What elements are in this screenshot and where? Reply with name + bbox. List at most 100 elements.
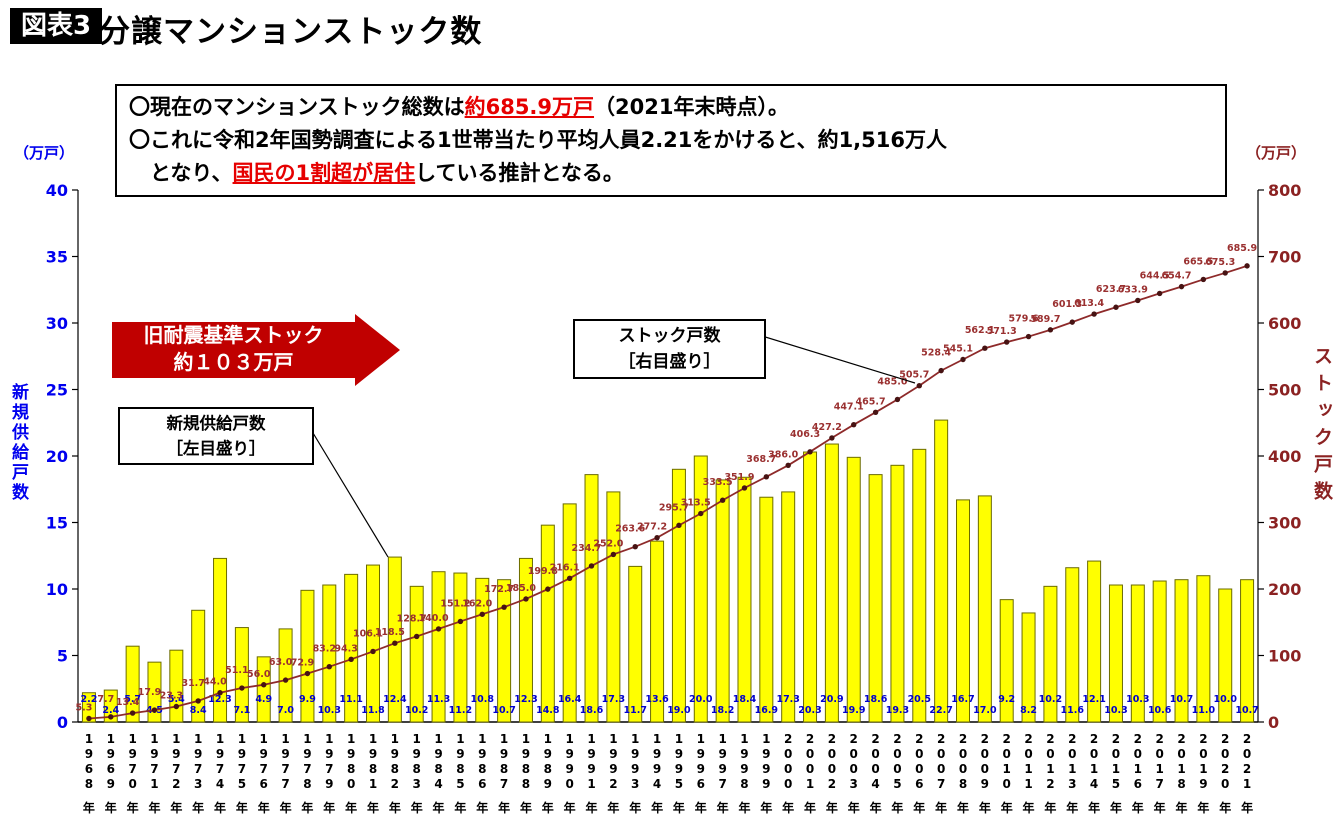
stock-marker — [173, 703, 180, 710]
supply-bar-label: 10.0 — [1213, 694, 1237, 705]
stock-marker — [261, 682, 267, 688]
stock-marker — [1244, 263, 1250, 269]
supply-bar-label: 18.2 — [711, 705, 734, 716]
stock-line-markers — [86, 263, 1250, 722]
stock-marker — [894, 396, 901, 403]
summary-line-1: 〇現在のマンションストック総数は約685.9万戸（2021年末時点）。 — [129, 91, 1213, 124]
supply-callout: 新規供給戸数 ［左目盛り］ — [118, 407, 314, 465]
stock-line-label: 406.3 — [790, 429, 820, 440]
supply-bar-label: 4.9 — [255, 694, 272, 705]
stock-line-label: 665.5 — [1183, 256, 1213, 267]
supply-bar — [103, 689, 118, 723]
stock-marker — [741, 485, 748, 491]
stock-line-label: 427.2 — [812, 422, 842, 433]
supply-bar-label: 10.8 — [471, 694, 495, 705]
supply-bar-label: 11.0 — [1192, 705, 1216, 716]
supply-bar-label: 2.2 — [81, 694, 98, 705]
summary-box: 〇現在のマンションストック総数は約685.9万戸（2021年末時点）。 〇これに… — [115, 84, 1227, 197]
stock-marker — [829, 435, 835, 441]
supply-bar — [234, 627, 249, 723]
stock-line-label: 333.5 — [703, 477, 733, 488]
stock-marker — [86, 715, 92, 722]
stock-line-label: 72.9 — [291, 658, 314, 669]
stock-line-label: 277.2 — [637, 522, 667, 533]
supply-bar-label: 10.7 — [1170, 694, 1193, 705]
stock-line-label: 295.7 — [659, 502, 689, 513]
supply-bar-label: 8.4 — [190, 705, 207, 716]
stock-line-label: 368.7 — [746, 454, 776, 465]
stock-line-label: 106.1 — [353, 628, 383, 639]
stock-marker — [632, 544, 638, 550]
stock-marker — [960, 356, 966, 363]
supply-bar — [169, 649, 184, 723]
supply-bar — [1065, 567, 1080, 723]
stock-marker — [982, 345, 988, 351]
supply-bar — [912, 448, 927, 723]
supply-bar — [147, 661, 162, 723]
stock-marker — [435, 626, 442, 632]
summary-line1-prefix: 〇現在のマンションストック総数は — [129, 95, 465, 119]
left-tick-label: 15 — [46, 514, 68, 533]
stock-marker — [785, 462, 791, 469]
supply-bar-label: 5.7 — [124, 694, 141, 705]
supply-bar — [759, 496, 774, 723]
stock-line-label: 44.0 — [203, 677, 227, 688]
stock-line-label: 263.6 — [615, 524, 645, 535]
supply-bar-label: 11.7 — [623, 705, 646, 716]
supply-bar-label: 12.3 — [514, 694, 537, 705]
stock-line-label: 234.7 — [571, 543, 601, 554]
supply-bar-label: 22.7 — [929, 705, 952, 716]
supply-bar-label: 10.7 — [492, 705, 515, 716]
supply-bar — [562, 503, 577, 723]
stock-line-label: 528.4 — [921, 348, 951, 359]
stock-marker — [1200, 276, 1207, 283]
supply-bar-label: 20.0 — [689, 694, 713, 705]
stock-line-labels: 5.3 7.7 13.417.923.3 31.744.051.156.063.072… — [76, 243, 1258, 714]
supply-bar-label: 8.2 — [1020, 705, 1037, 716]
stock-marker — [523, 596, 529, 602]
stock-line-label: 118.5 — [375, 627, 405, 638]
supply-bar-label: 16.7 — [951, 694, 974, 705]
supply-bar — [1108, 584, 1123, 723]
stock-line-label: 13.4 — [116, 697, 140, 708]
stock-marker — [195, 698, 201, 704]
stock-line-label: 151.2 — [440, 598, 470, 609]
summary-line3-highlight: 国民の1割超が居住 — [232, 161, 416, 185]
right-tick-label: 0 — [1268, 713, 1279, 732]
stock-line-label: 571.3 — [987, 326, 1017, 337]
supply-bar-label: 19.0 — [667, 705, 691, 716]
stock-line-label: 5.3 — [76, 702, 93, 713]
stock-line-label: 31.7 — [181, 678, 204, 689]
stock-line-label: 83.2 — [313, 644, 336, 655]
supply-bar — [322, 584, 337, 723]
supply-bar — [934, 419, 949, 723]
right-axis-title: ストック戸数 — [1311, 346, 1333, 508]
supply-bar — [125, 645, 140, 723]
stock-line-label: 199.8 — [528, 566, 558, 577]
stock-marker — [1004, 339, 1010, 345]
supply-bar-label: 11.8 — [361, 705, 385, 716]
supply-bar — [890, 464, 905, 723]
stock-callout-line1: ストック戸数 — [618, 326, 721, 346]
stock-marker — [654, 534, 660, 541]
supply-bar-label: 10.3 — [1104, 705, 1127, 716]
supply-bar-labels: 2.22.45.74.55.48.412.37.14.97.09.910.311… — [81, 694, 1259, 716]
stock-marker — [108, 714, 114, 720]
stock-line-label: 216.1 — [550, 562, 580, 573]
stock-callout-line2: ［右目盛り］ — [618, 352, 721, 372]
